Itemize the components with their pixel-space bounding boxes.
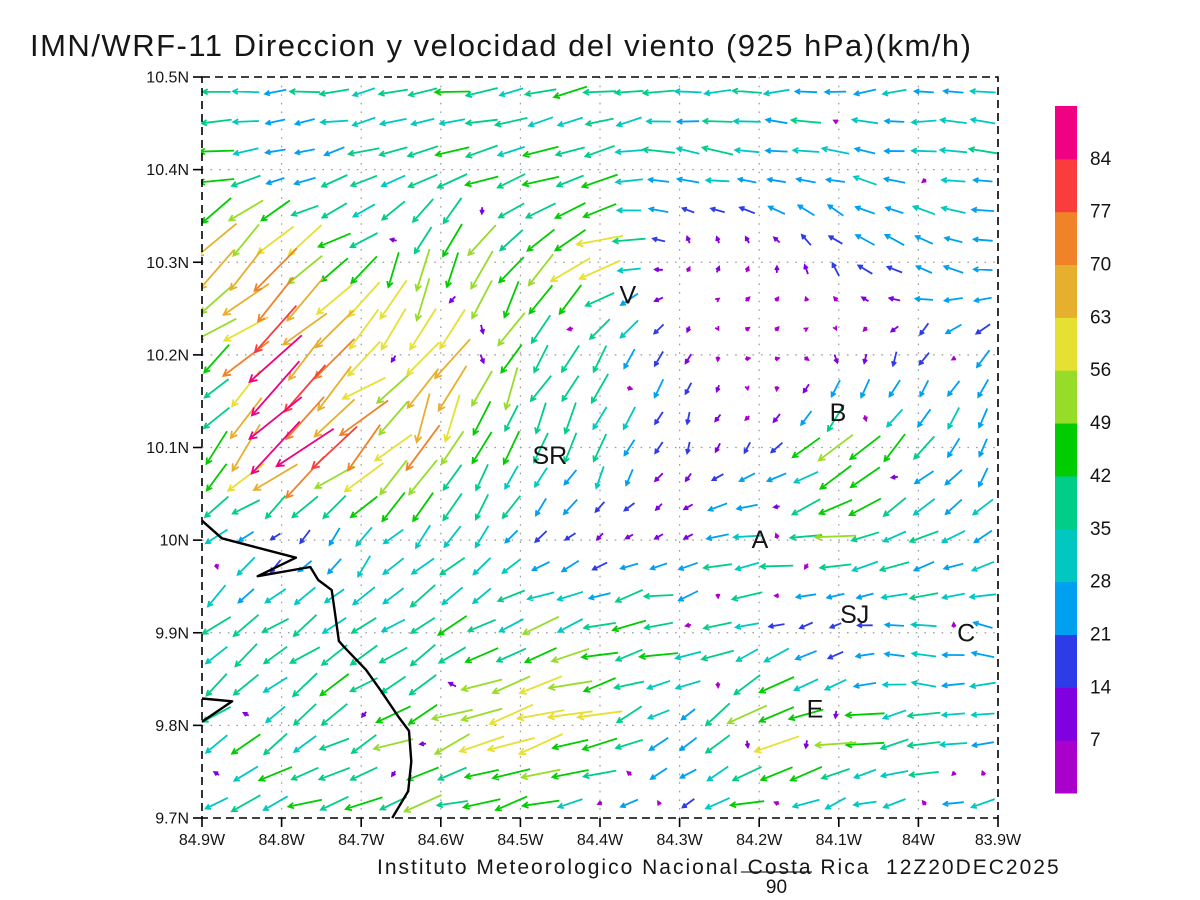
colorbar-tick-label: 49: [1090, 413, 1111, 434]
colorbar-tick-label: 35: [1090, 519, 1111, 540]
station-label-c: C: [957, 620, 975, 648]
colorbar-tick-label: 63: [1090, 307, 1111, 328]
colorbar-segment: [1055, 528, 1077, 583]
lat-tick-label: 10.4N: [146, 162, 189, 179]
colorbar-segment: [1055, 158, 1077, 213]
colorbar-tick-label: 42: [1090, 466, 1111, 487]
lat-tick-label: 10.5N: [146, 70, 189, 87]
lat-tick-label: 9.8N: [155, 718, 189, 735]
wind-arrows: [201, 85, 998, 813]
lon-tick-label: 83.9W: [975, 832, 1022, 849]
colorbar-segment: [1055, 370, 1077, 424]
colorbar-tick-label: 77: [1090, 202, 1111, 223]
coastline-spur: [201, 697, 234, 723]
lon-tick-label: 84.7W: [338, 832, 385, 849]
colorbar-segment: [1055, 106, 1077, 160]
lon-tick-label: 84.4W: [577, 832, 624, 849]
reference-vector-label: 90: [766, 877, 787, 898]
colorbar-segment: [1055, 581, 1077, 635]
colorbar-segment: [1055, 475, 1077, 530]
station-label-a: A: [752, 526, 769, 554]
lat-tick-label: 10.1N: [146, 440, 189, 457]
wind-vectors-bin-8: [222, 224, 800, 756]
lat-tick-label: 9.9N: [155, 625, 189, 642]
lon-tick-label: 84.8W: [258, 832, 305, 849]
colorbar-tick-label: 70: [1090, 255, 1111, 276]
lat-tick-label: 10.2N: [146, 347, 189, 364]
lon-tick-label: 84.5W: [497, 832, 544, 849]
colorbar-segment: [1055, 634, 1077, 688]
colorbar-tick-label: 14: [1090, 677, 1112, 698]
lat-tick-label: 10N: [160, 533, 189, 550]
axis-labels: 10.5N 10.4N 10.3N 10.2N 10.1N 10N 9.9N 9.8N 9.7N…: [146, 70, 1022, 850]
coastline: [201, 519, 413, 819]
colorbar-segment: [1055, 317, 1077, 371]
colorbar-segment: [1055, 687, 1077, 741]
wind-vectors-bin-10: [221, 247, 441, 500]
colorbar-segment: [1055, 211, 1077, 266]
lon-tick-label: 84.3W: [656, 832, 703, 849]
station-label-e: E: [807, 696, 824, 724]
wind-vectors-bin-3: [237, 88, 995, 809]
wind-vectors-bin-12: [248, 334, 335, 475]
wind-vectors-bin-9: [201, 222, 471, 491]
lon-tick-label: 84.1W: [816, 832, 863, 849]
colorbar-tick-label: 84: [1090, 149, 1112, 170]
wind-vectors-bin-11: [253, 305, 358, 470]
station-labels: V SR B A SJ C E: [532, 282, 975, 724]
caption-text: Instituto Meteorologico Nacional Costa R…: [377, 856, 1061, 879]
chart-title: IMN/WRF-11 Direccion y velocidad del vie…: [30, 28, 973, 63]
plot-frame: [201, 76, 999, 819]
station-label-b: B: [830, 399, 847, 427]
station-label-sj: SJ: [840, 601, 869, 629]
lon-tick-label: 84.9W: [179, 832, 226, 849]
lon-tick-label: 84.6W: [418, 832, 465, 849]
colorbar: 7 14 21 28 35 42 49 56 63 70 77 84: [1055, 106, 1112, 794]
station-label-sr: SR: [532, 442, 567, 470]
colorbar-tick-label: 7: [1090, 730, 1101, 751]
coastline-main: [201, 519, 413, 819]
wind-vectors-bin-6: [201, 85, 906, 812]
wind-vectors-bin-0: [213, 119, 987, 806]
wind-vectors-bin-4: [203, 87, 997, 811]
lat-tick-label: 10.3N: [146, 255, 189, 272]
wind-vectors-bin-1: [212, 207, 901, 778]
colorbar-tick-label: 28: [1090, 572, 1111, 593]
wind-vectors-bin-2: [269, 206, 991, 809]
wind-vectors-bin-5: [201, 87, 998, 813]
station-label-v: V: [620, 282, 637, 310]
lon-tick-label: 84W: [902, 832, 936, 849]
colorbar-segment: [1055, 740, 1077, 794]
lat-tick-label: 9.7N: [155, 811, 189, 828]
colorbar-segment: [1055, 264, 1077, 318]
reference-vector: 90: [741, 871, 812, 898]
colorbar-tick-label: 56: [1090, 360, 1111, 381]
lon-tick-label: 84.2W: [736, 832, 783, 849]
colorbar-tick-label: 21: [1090, 624, 1111, 645]
colorbar-segment: [1055, 423, 1077, 477]
